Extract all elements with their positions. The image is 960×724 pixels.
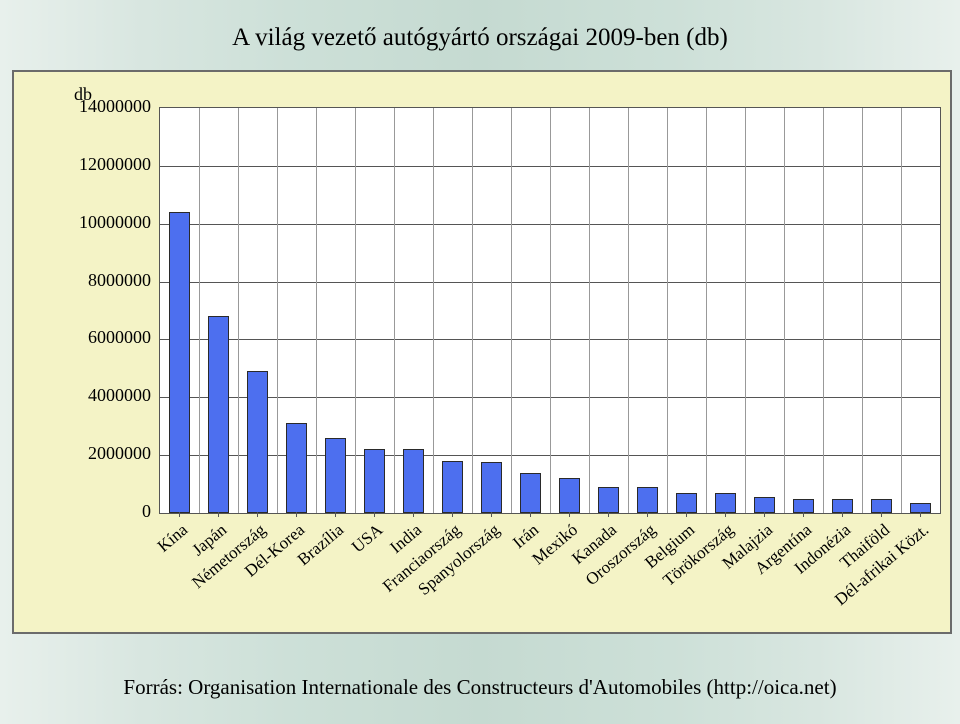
x-tick xyxy=(842,512,843,517)
x-slot-divider xyxy=(238,108,239,513)
x-slot-divider xyxy=(472,108,473,513)
slide: A világ vezető autógyártó országai 2009-… xyxy=(0,0,960,724)
bar xyxy=(169,212,190,513)
x-tick xyxy=(920,512,921,517)
x-tick xyxy=(335,512,336,517)
x-slot-divider xyxy=(511,108,512,513)
x-tick xyxy=(374,512,375,517)
bar xyxy=(364,449,385,513)
bar xyxy=(208,316,229,513)
x-tick xyxy=(569,512,570,517)
x-tick xyxy=(881,512,882,517)
x-tick xyxy=(179,512,180,517)
chart-container: db 0200000040000006000000800000010000000… xyxy=(12,70,952,634)
x-slot-divider xyxy=(628,108,629,513)
x-slot-divider xyxy=(433,108,434,513)
y-tick-label: 10000000 xyxy=(14,212,151,233)
x-slot-divider xyxy=(394,108,395,513)
bar xyxy=(637,487,658,513)
y-tick-label: 0 xyxy=(14,501,151,522)
x-slot-divider xyxy=(199,108,200,513)
bar xyxy=(754,497,775,513)
y-tick-label: 8000000 xyxy=(14,270,151,291)
chart-title: A világ vezető autógyártó országai 2009-… xyxy=(0,24,960,52)
x-tick xyxy=(452,512,453,517)
bar xyxy=(520,473,541,514)
x-tick xyxy=(413,512,414,517)
x-tick xyxy=(530,512,531,517)
chart-source: Forrás: Organisation Internationale des … xyxy=(0,675,960,700)
x-slot-divider xyxy=(823,108,824,513)
y-tick-label: 4000000 xyxy=(14,385,151,406)
bar xyxy=(715,493,736,513)
x-tick xyxy=(686,512,687,517)
x-slot-divider xyxy=(277,108,278,513)
x-slot-divider xyxy=(745,108,746,513)
bar xyxy=(286,423,307,513)
bar xyxy=(403,449,424,513)
bar xyxy=(598,487,619,513)
x-tick xyxy=(647,512,648,517)
bar xyxy=(559,478,580,513)
bar xyxy=(871,499,892,513)
x-tick xyxy=(725,512,726,517)
x-slot-divider xyxy=(550,108,551,513)
y-tick-label: 2000000 xyxy=(14,443,151,464)
plot-area xyxy=(159,107,941,514)
bar xyxy=(325,438,346,513)
x-tick xyxy=(296,512,297,517)
x-tick xyxy=(491,512,492,517)
bar xyxy=(793,499,814,513)
y-tick-label: 14000000 xyxy=(14,96,151,117)
x-tick xyxy=(257,512,258,517)
y-tick-label: 6000000 xyxy=(14,327,151,348)
bar xyxy=(481,462,502,513)
bar xyxy=(832,499,853,513)
x-slot-divider xyxy=(316,108,317,513)
x-slot-divider xyxy=(667,108,668,513)
x-tick xyxy=(764,512,765,517)
x-slot-divider xyxy=(901,108,902,513)
x-slot-divider xyxy=(862,108,863,513)
x-tick xyxy=(218,512,219,517)
bar xyxy=(442,461,463,513)
x-slot-divider xyxy=(706,108,707,513)
bar xyxy=(247,371,268,513)
y-tick-label: 12000000 xyxy=(14,154,151,175)
x-tick xyxy=(608,512,609,517)
x-slot-divider xyxy=(784,108,785,513)
x-slot-divider xyxy=(589,108,590,513)
x-tick xyxy=(803,512,804,517)
x-slot-divider xyxy=(355,108,356,513)
bar xyxy=(676,493,697,513)
